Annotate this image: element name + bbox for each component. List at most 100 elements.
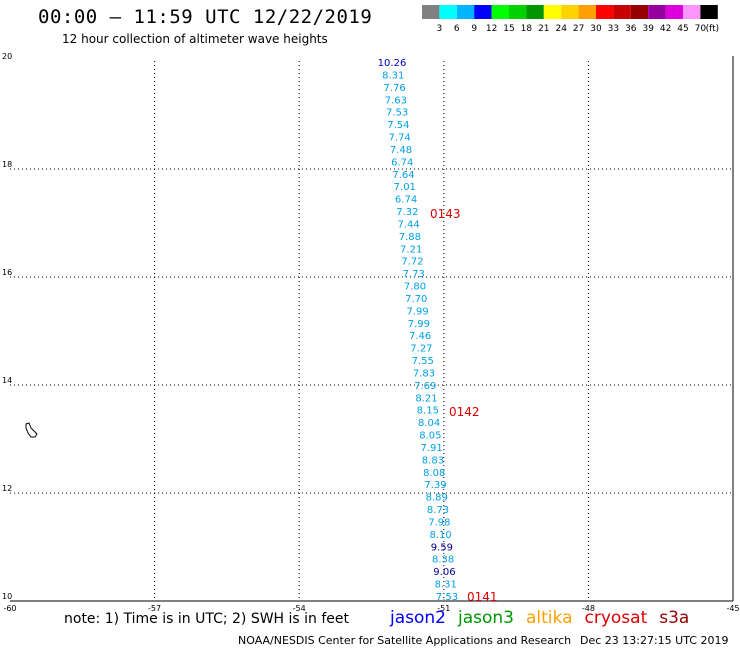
colorbar-label: 18 (521, 24, 533, 34)
wave-height-value: 7.27 (410, 344, 432, 355)
wave-height-value: 7.44 (397, 219, 419, 230)
wave-height-value: 7.32 (396, 207, 418, 218)
island-outline (25, 422, 38, 438)
colorbar-swatch (543, 5, 562, 19)
wave-height-value: 7.70 (405, 294, 427, 305)
colorbar-swatch (509, 5, 527, 19)
wave-height-value: 8.89 (426, 493, 448, 504)
color-scale-legend: 3 6 9 12 15 18 21 24 27 30 33 36 39 42 45 70 (ft) (422, 5, 720, 34)
satellite-track-values: 10.268.317.767.637.537.547.747.486.747.6… (378, 58, 458, 603)
longitude-tick-labels: -60 -57 -54 -51 -48 -45 (3, 604, 739, 613)
wave-height-value: 8.10 (429, 530, 451, 541)
colorbar-swatch (561, 5, 579, 19)
colorbar-swatch (491, 5, 509, 19)
wave-height-value: 7.91 (421, 443, 443, 454)
wave-height-value: 7.54 (387, 120, 409, 131)
wave-height-value: 8.83 (422, 455, 444, 466)
wave-height-value: 8.73 (427, 505, 449, 516)
pass-label: 0143 (430, 207, 461, 221)
longitude-tick: -51 (437, 604, 450, 613)
latitude-tick: 20 (2, 52, 12, 61)
colorbar-label: 24 (555, 24, 567, 34)
colorbar-swatch (683, 5, 701, 19)
colorbar-swatch (630, 5, 649, 19)
wave-height-value: 9.59 (431, 542, 453, 553)
wave-height-value: 7.76 (383, 83, 405, 94)
longitude-tick: -54 (293, 604, 306, 613)
wave-height-value: 7.55 (412, 356, 434, 367)
wave-height-value: 7.63 (385, 95, 407, 106)
wave-height-value: 7.39 (424, 480, 446, 491)
longitude-tick: -57 (148, 604, 161, 613)
colorbar-swatch (456, 5, 475, 19)
pass-label: 0141 (467, 590, 498, 604)
colorbar-label: 6 (454, 24, 460, 34)
pass-label: 0142 (449, 405, 480, 419)
colorbar-swatch (422, 5, 440, 19)
colorbar-swatch (648, 5, 666, 19)
wave-height-value: 7.21 (400, 244, 422, 255)
pass-labels: 0143 0142 0141 (430, 207, 498, 604)
wave-height-value: 7.99 (406, 306, 428, 317)
wave-height-value: 8.31 (382, 70, 404, 81)
wave-height-value: 8.31 (435, 580, 457, 591)
legend-jason3: jason3 (458, 608, 514, 628)
wave-height-value: 7.01 (394, 182, 416, 193)
legend-s3a: s3a (659, 608, 690, 628)
colorbar-label: 42 (660, 24, 671, 34)
wave-height-value: 7.46 (409, 331, 431, 342)
colorbar-swatch (665, 5, 683, 19)
legend-altika: altika (526, 608, 573, 628)
longitude-tick: -48 (582, 604, 595, 613)
colorbar-label: 21 (538, 24, 549, 34)
wave-height-value: 7.83 (413, 368, 435, 379)
latitude-tick: 16 (2, 268, 12, 277)
colorbar-label: 36 (625, 24, 637, 34)
wave-height-value: 7.53 (386, 108, 408, 119)
colorbar-label: 3 (437, 24, 443, 34)
colorbar-swatch (526, 5, 544, 19)
wave-height-value: 7.48 (390, 145, 412, 156)
satellite-legend: jason2 jason3 altika cryosat s3a (390, 608, 701, 628)
wave-height-value: 8.05 (419, 431, 441, 442)
colorbar-label: 33 (608, 24, 619, 34)
longitude-tick: -45 (726, 604, 739, 613)
colorbar-swatch (700, 5, 718, 19)
wave-height-value: 6.74 (395, 195, 417, 206)
wave-height-value: 8.08 (423, 468, 445, 479)
latitude-tick: 18 (2, 160, 12, 169)
colorbar-swatch (474, 5, 492, 19)
wave-height-value: 8.21 (415, 393, 437, 404)
colorbar-label: 9 (471, 24, 477, 34)
wave-height-value: 7.69 (414, 381, 436, 392)
colorbar-label: 39 (642, 24, 654, 34)
wave-height-value: 8.04 (418, 418, 440, 429)
latitude-tick: 14 (2, 376, 12, 385)
colorbar-swatch (578, 5, 596, 19)
units-note: note: 1) Time is in UTC; 2) SWH is in fe… (64, 611, 350, 627)
latitude-tick-labels: 20 18 16 14 12 10 (2, 52, 12, 601)
colorbar-unit: (ft) (706, 24, 720, 34)
wave-height-value: 7.80 (404, 282, 426, 293)
colorbar-label: 15 (503, 24, 514, 34)
wave-height-value: 8.38 (432, 555, 454, 566)
wave-height-value: 7.73 (403, 269, 425, 280)
latitude-tick: 12 (2, 484, 12, 493)
page-subtitle: 12 hour collection of altimeter wave hei… (62, 32, 328, 46)
generated-timestamp: Dec 23 13:27:15 UTC 2019 (580, 634, 729, 647)
colorbar-label: 70 (695, 24, 707, 34)
wave-height-value: 7.74 (389, 133, 411, 144)
colorbar-label: 12 (486, 24, 497, 34)
colorbar-swatch (439, 5, 457, 19)
credit-line: NOAA/NESDIS Center for Satellite Applica… (238, 634, 572, 647)
wave-height-value: 8.15 (417, 406, 439, 417)
wave-height-value: 7.88 (399, 232, 421, 243)
colorbar-swatch (596, 5, 614, 19)
longitude-tick: -60 (3, 604, 16, 613)
colorbar-label: 45 (677, 24, 688, 34)
map-grid (10, 56, 734, 602)
legend-cryosat: cryosat (584, 608, 648, 628)
wave-height-value: 7.99 (408, 319, 430, 330)
wave-height-value: 7.98 (428, 517, 450, 528)
